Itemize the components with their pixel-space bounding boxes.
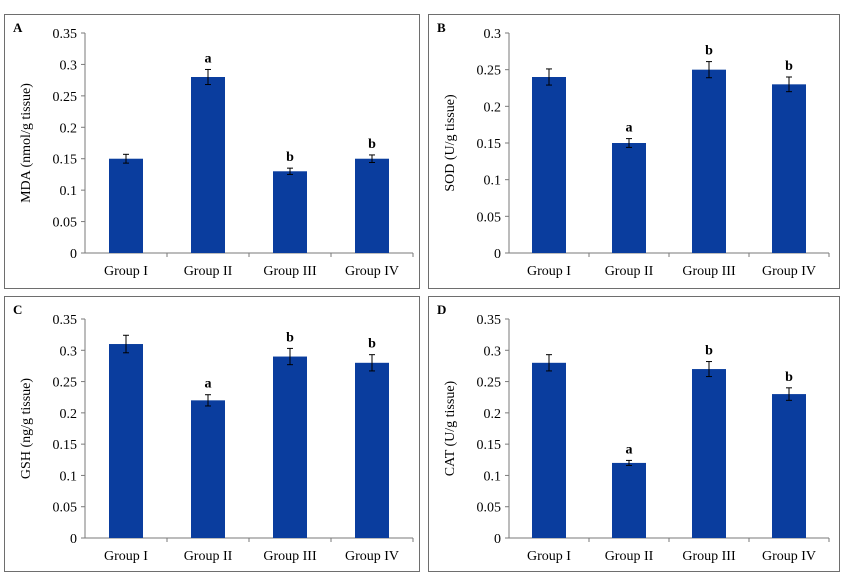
significance-label-a-4: b: [368, 137, 376, 152]
category-label-b-4: Group IV: [762, 264, 816, 279]
panel-letter-a: A: [13, 20, 23, 35]
chart-a-svg: A 0 0.05 0.1 0.15 0.2 0.25 0.3 0.35 MDA (nmol/g t…: [13, 20, 414, 279]
bar-c-1: [109, 344, 143, 538]
significance-label-b-4: b: [785, 59, 793, 74]
y-tick-label-d: 0.1: [484, 469, 502, 484]
category-label-a-4: Group IV: [345, 264, 399, 279]
y-tick-label-c: 0.15: [53, 438, 78, 453]
significance-label-a-3: b: [286, 150, 294, 165]
bar-a-1: [109, 158, 143, 253]
y-tick-label-d: 0.2: [484, 407, 502, 422]
bar-a-2: [191, 77, 225, 253]
bar-d-3: [692, 369, 726, 538]
y-tick-label-d: 0.35: [477, 313, 502, 328]
bar-a-4: [355, 158, 389, 253]
y-axis-label-b: SOD (U/g tissue): [443, 94, 458, 192]
significance-label-d-2: a: [626, 442, 633, 457]
y-tick-label-c: 0: [70, 532, 77, 547]
panel-letter-c: C: [13, 302, 22, 317]
bar-c-3: [273, 356, 307, 538]
y-tick-label-b: 0.3: [484, 27, 502, 42]
significance-label-c-4: b: [368, 337, 376, 352]
category-label-c-3: Group III: [263, 549, 317, 564]
category-label-c-2: Group II: [184, 549, 233, 564]
significance-label-b-3: b: [705, 44, 713, 59]
chart-c-svg: C 0 0.05 0.1 0.15 0.2 0.25 0.3 0.35 GSH (ng/g tis…: [13, 302, 414, 564]
bar-b-2: [612, 143, 646, 253]
y-tick-label-a: 0.25: [53, 90, 78, 105]
y-tick-label-a: 0.05: [53, 216, 78, 231]
y-tick-label-d: 0.15: [477, 438, 502, 453]
bar-b-3: [692, 69, 726, 253]
category-label-d-2: Group II: [605, 549, 654, 564]
y-tick-label-a: 0.1: [60, 184, 78, 199]
chart-panel-d: D 0 0.05 0.1 0.15 0.2 0.25 0.3 0.35 CAT (U/g tiss…: [428, 296, 840, 572]
bar-c-4: [355, 362, 389, 538]
category-label-c-1: Group I: [104, 549, 148, 564]
bar-a-3: [273, 171, 307, 253]
chart-d-svg: D 0 0.05 0.1 0.15 0.2 0.25 0.3 0.35 CAT (U/g tiss…: [437, 302, 830, 564]
bar-d-4: [772, 394, 806, 538]
chart-panel-b: B 0 0.05 0.1 0.15 0.2 0.25 0.3 SOD (U/g tissue) G…: [428, 14, 840, 289]
category-label-c-4: Group IV: [345, 549, 399, 564]
y-tick-label-a: 0.15: [53, 153, 78, 168]
category-label-d-4: Group IV: [762, 549, 816, 564]
y-tick-label-b: 0.2: [484, 100, 502, 115]
y-tick-label-a: 0.35: [53, 27, 78, 42]
y-tick-label-c: 0.1: [60, 469, 78, 484]
y-tick-label-b: 0.1: [484, 174, 502, 189]
category-label-a-2: Group II: [184, 264, 233, 279]
y-tick-label-c: 0.35: [53, 313, 78, 328]
bar-d-1: [532, 362, 566, 538]
y-axis-label-a: MDA (nmol/g tissue): [19, 83, 34, 203]
y-tick-label-b: 0: [494, 247, 501, 262]
chart-panel-c: C 0 0.05 0.1 0.15 0.2 0.25 0.3 0.35 GSH (ng/g tis…: [4, 296, 420, 572]
y-tick-label-d: 0: [494, 532, 501, 547]
significance-label-a-2: a: [205, 51, 212, 66]
significance-label-b-2: a: [626, 121, 633, 136]
significance-label-c-3: b: [286, 330, 294, 345]
category-label-d-3: Group III: [682, 549, 736, 564]
significance-label-c-2: a: [205, 377, 212, 392]
y-tick-label-c: 0.05: [53, 501, 78, 516]
y-tick-label-c: 0.25: [53, 376, 78, 391]
bar-c-2: [191, 400, 225, 538]
y-tick-label-a: 0: [70, 247, 77, 262]
y-tick-label-b: 0.15: [477, 137, 502, 152]
category-label-a-1: Group I: [104, 264, 148, 279]
y-tick-label-b: 0.05: [477, 210, 502, 225]
category-label-d-1: Group I: [527, 549, 571, 564]
panel-letter-b: B: [437, 20, 446, 35]
chart-b-svg: B 0 0.05 0.1 0.15 0.2 0.25 0.3 SOD (U/g tissue) G…: [437, 20, 830, 279]
category-label-a-3: Group III: [263, 264, 317, 279]
y-axis-label-d: CAT (U/g tissue): [443, 380, 458, 476]
y-axis-label-c: GSH (ng/g tissue): [19, 378, 34, 479]
y-tick-label-c: 0.3: [60, 344, 78, 359]
y-tick-label-c: 0.2: [60, 407, 78, 422]
bar-b-1: [532, 77, 566, 253]
significance-label-d-4: b: [785, 370, 793, 385]
y-tick-label-d: 0.05: [477, 501, 502, 516]
y-tick-label-d: 0.3: [484, 344, 502, 359]
significance-label-d-3: b: [705, 344, 713, 359]
category-label-b-2: Group II: [605, 264, 654, 279]
panel-letter-d: D: [437, 302, 446, 317]
category-label-b-1: Group I: [527, 264, 571, 279]
y-tick-label-a: 0.3: [60, 58, 78, 73]
bar-d-2: [612, 462, 646, 538]
y-tick-label-d: 0.25: [477, 376, 502, 391]
category-label-b-3: Group III: [682, 264, 736, 279]
chart-panel-a: A 0 0.05 0.1 0.15 0.2 0.25 0.3 0.35 MDA (nmol/g t…: [4, 14, 420, 289]
y-tick-label-a: 0.2: [60, 121, 78, 136]
y-tick-label-b: 0.25: [477, 64, 502, 79]
bar-b-4: [772, 84, 806, 253]
